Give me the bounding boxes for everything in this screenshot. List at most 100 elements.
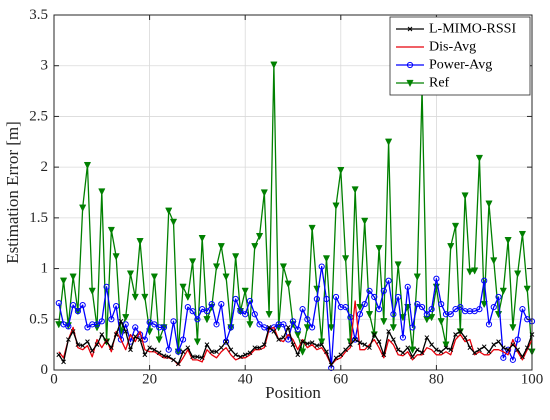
- data-point: [294, 326, 301, 333]
- legend-label: L-MIMO-RSSI: [429, 22, 516, 37]
- data-point: [131, 293, 139, 302]
- data-point: [161, 353, 167, 359]
- data-point: [279, 263, 288, 271]
- data-point: [257, 345, 262, 351]
- data-point: [242, 352, 248, 358]
- data-point: [367, 345, 372, 351]
- data-point: [147, 345, 152, 351]
- data-point: [447, 243, 455, 251]
- data-point: [309, 340, 315, 345]
- y-axis-label: Estimation Error [m]: [3, 121, 22, 264]
- data-point: [356, 303, 364, 312]
- ticks: 0 20 40 60 80 100 0 0.5 1 1.5 2 2.5 3 3.5: [29, 7, 543, 388]
- data-point: [55, 321, 63, 329]
- data-point: [252, 345, 258, 351]
- data-point: [300, 339, 305, 344]
- data-point: [80, 343, 86, 349]
- data-point: [203, 316, 211, 324]
- series-dis-avg: [58, 300, 533, 366]
- data-point: [500, 345, 506, 351]
- legend-marker: [407, 26, 413, 32]
- data-point: [486, 349, 492, 355]
- data-point: [179, 336, 187, 343]
- data-point: [410, 354, 415, 360]
- data-point: [276, 337, 282, 342]
- data-point: [199, 355, 205, 361]
- data-point: [424, 335, 430, 340]
- data-point: [362, 342, 368, 347]
- series-line: [58, 320, 533, 366]
- data-point: [476, 306, 483, 313]
- data-point: [98, 318, 105, 325]
- data-point: [247, 350, 253, 356]
- data-point: [79, 301, 86, 309]
- data-point: [352, 337, 358, 342]
- data-point: [123, 329, 129, 334]
- data-point: [371, 293, 378, 301]
- data-point: [94, 342, 100, 347]
- data-point: [327, 324, 335, 332]
- data-point: [179, 283, 187, 291]
- legend-item: Ref: [396, 76, 450, 91]
- legend-box: [389, 16, 531, 96]
- data-point: [270, 324, 277, 331]
- data-point: [175, 348, 182, 355]
- x-tick-label: 80: [429, 372, 444, 388]
- data-point: [85, 339, 90, 344]
- data-point: [434, 347, 439, 353]
- data-point: [389, 324, 397, 332]
- x-tick-label: 100: [521, 372, 544, 388]
- data-point: [504, 237, 512, 245]
- y-tick-label: 3: [41, 58, 49, 74]
- data-point: [408, 346, 417, 354]
- data-point: [385, 277, 392, 284]
- data-point: [70, 329, 76, 334]
- data-point: [99, 332, 105, 337]
- data-point: [361, 217, 369, 225]
- data-point: [238, 354, 243, 360]
- data-point: [65, 337, 71, 342]
- data-point: [79, 204, 87, 212]
- legend: L-MIMO-RSSI Dis-Avg Power-Avg Ref: [389, 16, 531, 96]
- data-point: [357, 340, 363, 345]
- data-point: [232, 253, 240, 261]
- data-point: [352, 336, 359, 343]
- data-point: [113, 332, 119, 337]
- data-point: [319, 342, 325, 347]
- data-point: [375, 306, 383, 313]
- data-point: [169, 218, 178, 226]
- data-point: [204, 342, 210, 347]
- data-point: [471, 267, 479, 275]
- data-point: [333, 355, 339, 361]
- data-point: [218, 300, 225, 308]
- legend-label: Ref: [429, 76, 450, 91]
- data-point: [255, 232, 264, 241]
- data-point: [391, 337, 396, 342]
- data-point: [332, 202, 340, 210]
- data-point: [285, 325, 291, 330]
- data-point: [242, 311, 249, 318]
- data-point: [380, 287, 387, 294]
- data-point: [457, 329, 463, 334]
- data-point: [208, 300, 215, 308]
- data-point: [448, 347, 454, 353]
- data-point: [194, 316, 201, 323]
- data-point: [308, 224, 316, 233]
- data-point: [495, 293, 502, 301]
- data-point: [227, 324, 234, 331]
- data-point: [189, 308, 196, 315]
- data-point: [442, 341, 450, 349]
- data-point: [126, 270, 135, 278]
- data-point: [93, 321, 101, 328]
- data-point: [461, 192, 469, 200]
- data-point: [429, 342, 434, 347]
- data-point: [59, 277, 68, 285]
- data-point: [341, 255, 350, 263]
- data-point: [438, 300, 445, 308]
- data-point: [332, 293, 340, 301]
- data-point: [375, 245, 383, 253]
- data-point: [270, 61, 278, 69]
- data-point: [170, 318, 177, 325]
- data-point: [56, 352, 62, 358]
- data-point: [366, 287, 373, 294]
